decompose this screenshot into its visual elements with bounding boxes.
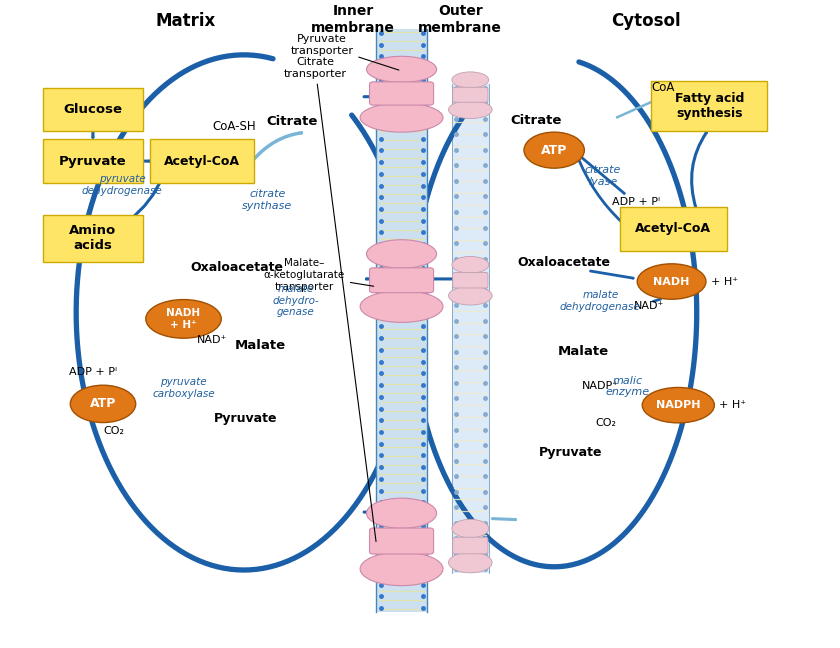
- Text: Fatty acid
synthesis: Fatty acid synthesis: [675, 93, 744, 121]
- Text: Acetyl-CoA: Acetyl-CoA: [635, 222, 711, 235]
- Text: Pyruvate: Pyruvate: [59, 155, 127, 168]
- Text: Oxaloacetate: Oxaloacetate: [517, 256, 611, 269]
- Text: malate
dehydrogenase: malate dehydrogenase: [560, 290, 641, 312]
- Text: + H⁺: + H⁺: [711, 277, 738, 286]
- Ellipse shape: [366, 56, 437, 82]
- FancyBboxPatch shape: [453, 273, 488, 288]
- FancyBboxPatch shape: [453, 537, 488, 554]
- Ellipse shape: [449, 286, 492, 305]
- Ellipse shape: [638, 264, 706, 299]
- FancyBboxPatch shape: [620, 207, 727, 251]
- Ellipse shape: [366, 240, 437, 268]
- Text: malate
dehydro-
genase: malate dehydro- genase: [272, 284, 319, 318]
- FancyBboxPatch shape: [370, 268, 433, 293]
- FancyArrowPatch shape: [591, 271, 633, 278]
- Ellipse shape: [449, 552, 492, 573]
- Ellipse shape: [360, 552, 443, 586]
- Text: Pyruvate: Pyruvate: [214, 411, 277, 424]
- Text: pyruvate
dehydrogenase: pyruvate dehydrogenase: [82, 174, 163, 196]
- FancyArrowPatch shape: [129, 177, 162, 220]
- FancyBboxPatch shape: [370, 82, 433, 105]
- FancyArrowPatch shape: [255, 133, 302, 159]
- Text: Pyruvate
transporter: Pyruvate transporter: [291, 34, 399, 70]
- FancyBboxPatch shape: [652, 81, 767, 132]
- Text: Citrate: Citrate: [510, 114, 561, 127]
- Text: ATP: ATP: [90, 397, 116, 410]
- FancyBboxPatch shape: [453, 87, 488, 102]
- Ellipse shape: [452, 257, 489, 273]
- Text: Acetyl-CoA: Acetyl-CoA: [164, 155, 240, 168]
- Bar: [376, 29, 427, 612]
- FancyBboxPatch shape: [43, 87, 144, 132]
- Text: pyruvate
carboxylase: pyruvate carboxylase: [152, 377, 215, 399]
- Text: citrate
synthase: citrate synthase: [242, 189, 292, 211]
- Text: NAD⁺: NAD⁺: [197, 335, 227, 345]
- Ellipse shape: [452, 72, 489, 88]
- Text: Outer
membrane: Outer membrane: [418, 5, 502, 34]
- Text: CoA-SH: CoA-SH: [212, 121, 255, 133]
- Text: Matrix: Matrix: [155, 12, 215, 30]
- Ellipse shape: [524, 132, 585, 168]
- Ellipse shape: [643, 388, 714, 423]
- Ellipse shape: [360, 291, 443, 323]
- Text: Inner
membrane: Inner membrane: [311, 5, 395, 34]
- Text: NADH
+ H⁺: NADH + H⁺: [166, 308, 201, 330]
- Text: CO₂: CO₂: [596, 418, 617, 428]
- Text: Cytosol: Cytosol: [612, 12, 681, 30]
- Ellipse shape: [360, 103, 443, 132]
- Text: Citrate
transporter: Citrate transporter: [284, 57, 376, 542]
- FancyArrowPatch shape: [691, 133, 706, 208]
- Text: NADPH: NADPH: [656, 400, 701, 410]
- Text: Pyruvate: Pyruvate: [539, 446, 603, 459]
- Ellipse shape: [452, 519, 489, 538]
- FancyBboxPatch shape: [370, 528, 433, 554]
- Ellipse shape: [366, 498, 437, 528]
- FancyBboxPatch shape: [150, 139, 255, 183]
- Text: CoA: CoA: [652, 80, 675, 93]
- Text: Amino
acids: Amino acids: [70, 224, 117, 252]
- FancyArrowPatch shape: [577, 156, 622, 222]
- Text: NADP⁺: NADP⁺: [582, 381, 619, 391]
- FancyArrowPatch shape: [578, 154, 624, 193]
- FancyArrowPatch shape: [654, 299, 660, 301]
- Text: NADH: NADH: [654, 277, 690, 286]
- Text: ADP + Pᴵ: ADP + Pᴵ: [69, 367, 117, 376]
- Text: NAD⁺: NAD⁺: [633, 301, 664, 311]
- Text: Malate: Malate: [558, 345, 609, 358]
- Text: ADP + Pᴵ: ADP + Pᴵ: [612, 196, 660, 207]
- Text: Citrate: Citrate: [267, 115, 318, 128]
- FancyBboxPatch shape: [43, 215, 144, 262]
- Text: citrate
lyase: citrate lyase: [585, 165, 621, 187]
- Bar: [452, 84, 489, 573]
- Text: Oxaloacetate: Oxaloacetate: [191, 261, 284, 274]
- FancyArrowPatch shape: [543, 135, 546, 138]
- Text: + H⁺: + H⁺: [718, 400, 746, 410]
- Ellipse shape: [449, 100, 492, 119]
- FancyArrowPatch shape: [617, 96, 664, 117]
- Text: ATP: ATP: [541, 144, 567, 157]
- Text: CO₂: CO₂: [103, 426, 124, 436]
- Ellipse shape: [71, 385, 136, 422]
- Text: malic
enzyme: malic enzyme: [606, 376, 650, 397]
- Ellipse shape: [146, 299, 221, 338]
- Text: Malate: Malate: [235, 340, 286, 353]
- FancyArrowPatch shape: [492, 518, 516, 520]
- FancyBboxPatch shape: [43, 139, 144, 183]
- Text: Glucose: Glucose: [64, 103, 123, 116]
- Text: Malate–
α-ketoglutarate
transporter: Malate– α-ketoglutarate transporter: [264, 259, 374, 292]
